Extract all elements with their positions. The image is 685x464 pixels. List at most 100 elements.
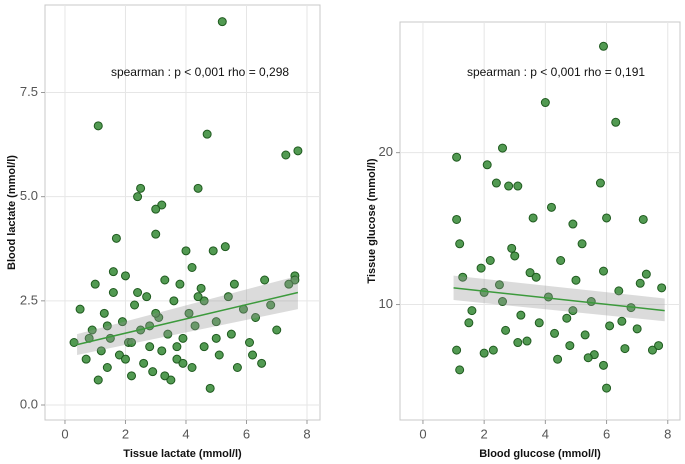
- point: [99, 308, 109, 318]
- x-tick-label: 8: [303, 426, 310, 441]
- point: [598, 41, 608, 51]
- point: [214, 350, 224, 360]
- point: [90, 279, 100, 289]
- point: [120, 354, 130, 364]
- point: [117, 317, 127, 327]
- point: [199, 342, 209, 352]
- point: [93, 375, 103, 385]
- point: [133, 288, 143, 297]
- point: [528, 213, 538, 223]
- point: [638, 214, 648, 224]
- point: [281, 150, 291, 160]
- point: [130, 300, 140, 310]
- x-tick-label: 8: [664, 426, 671, 441]
- point: [102, 363, 112, 372]
- point: [504, 181, 514, 191]
- x-tick-label: 0: [61, 426, 68, 441]
- point: [476, 263, 486, 273]
- point: [145, 342, 155, 352]
- x-tick-label: 0: [419, 426, 426, 441]
- point: [550, 328, 560, 338]
- fit-line: [76, 291, 299, 346]
- point: [93, 121, 103, 131]
- point: [571, 275, 581, 285]
- point: [245, 338, 255, 347]
- point: [199, 296, 209, 306]
- point: [455, 365, 465, 375]
- point: [522, 336, 532, 346]
- point: [553, 354, 563, 364]
- point: [190, 321, 200, 331]
- point: [498, 297, 508, 307]
- point: [260, 275, 270, 285]
- y-tick-label: 10: [379, 296, 393, 311]
- point: [641, 269, 651, 279]
- point: [211, 333, 221, 343]
- point: [540, 98, 550, 108]
- point: [455, 239, 465, 249]
- point: [467, 306, 477, 316]
- point: [580, 330, 590, 340]
- point: [598, 266, 608, 276]
- point: [491, 178, 501, 188]
- y-tick-label: 0.0: [20, 396, 38, 411]
- point: [546, 202, 556, 212]
- x-tick-label: 6: [243, 426, 250, 441]
- point: [516, 310, 526, 320]
- x-axis-label: Blood glucose (mmol/l): [479, 448, 601, 460]
- point: [647, 345, 657, 355]
- point: [193, 183, 203, 193]
- point: [163, 329, 173, 339]
- point: [562, 313, 572, 323]
- point: [184, 308, 194, 318]
- point: [531, 272, 541, 282]
- point: [266, 300, 276, 310]
- point: [172, 354, 182, 364]
- point: [488, 345, 498, 355]
- point: [108, 267, 118, 277]
- point: [458, 272, 468, 282]
- point: [160, 371, 170, 381]
- point: [513, 338, 523, 348]
- point: [114, 350, 124, 360]
- point: [169, 296, 179, 306]
- annotation: spearman : p < 0,001 rho = 0,298: [111, 65, 289, 79]
- y-axis-label: Tissue glucose (mmol/l): [366, 158, 378, 283]
- point: [120, 271, 130, 281]
- point: [96, 346, 106, 356]
- point: [583, 353, 593, 363]
- point: [136, 183, 146, 193]
- x-tick-label: 2: [481, 426, 488, 441]
- point: [87, 325, 97, 335]
- point: [632, 324, 642, 334]
- point: [507, 243, 517, 253]
- point: [257, 358, 267, 368]
- point: [611, 117, 621, 127]
- point: [501, 325, 511, 335]
- point: [211, 317, 221, 327]
- point: [513, 181, 523, 191]
- point: [217, 17, 227, 27]
- y-tick-label: 20: [379, 144, 393, 159]
- point: [187, 263, 197, 272]
- point: [172, 342, 182, 352]
- point: [157, 200, 167, 210]
- x-tick-label: 6: [603, 426, 610, 441]
- point: [605, 321, 615, 331]
- x-tick-label: 4: [182, 426, 189, 441]
- point: [157, 346, 167, 356]
- point: [151, 308, 161, 318]
- point: [220, 242, 230, 252]
- point: [208, 246, 218, 256]
- point: [482, 160, 492, 170]
- point: [290, 275, 300, 285]
- point: [133, 192, 143, 202]
- confidence-band: [453, 275, 665, 322]
- point: [108, 288, 118, 297]
- point: [494, 280, 504, 290]
- point: [498, 143, 508, 153]
- point: [565, 341, 575, 351]
- point: [178, 358, 188, 368]
- point: [178, 333, 188, 343]
- point: [602, 383, 612, 393]
